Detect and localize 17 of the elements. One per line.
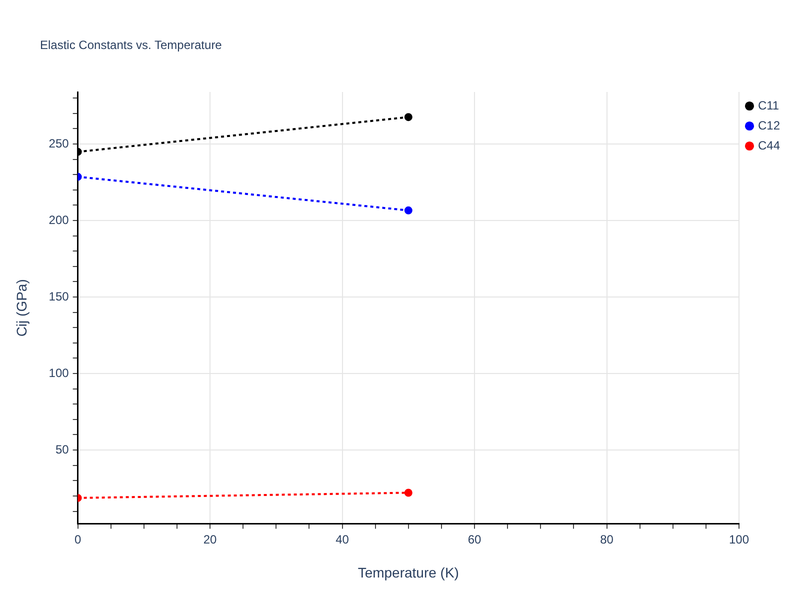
y-tick-label: 150 xyxy=(48,289,70,304)
y-tick-label: 250 xyxy=(48,136,70,150)
x-tick-label: 80 xyxy=(600,532,614,546)
x-tick-label: 100 xyxy=(728,532,750,546)
y-tick-label: 200 xyxy=(48,212,70,227)
x-tick-label: 60 xyxy=(468,532,482,546)
x-axis-title: Temperature (K) xyxy=(358,564,459,580)
x-tick-label: 0 xyxy=(74,532,82,546)
y-tick-label: 100 xyxy=(48,366,70,380)
x-tick-label: 20 xyxy=(203,532,218,546)
legend-label: C11 xyxy=(758,98,780,112)
x-tick-label: 40 xyxy=(336,532,350,546)
y-axis-title: Cij (GPa) xyxy=(13,279,30,337)
chart-title: Elastic Constants vs. Temperature xyxy=(40,38,222,52)
y-tick-label: 50 xyxy=(55,442,70,456)
legend-label: C12 xyxy=(758,118,780,132)
legend-label: C44 xyxy=(758,138,780,152)
